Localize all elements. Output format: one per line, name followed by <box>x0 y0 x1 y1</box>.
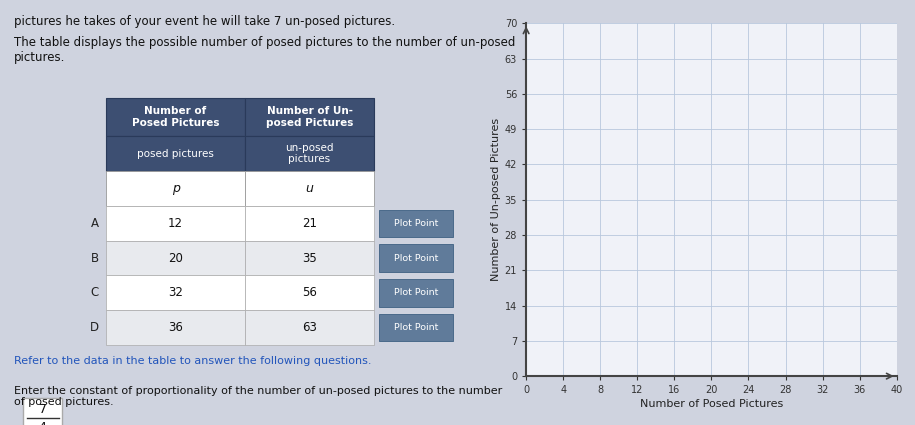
Text: p: p <box>172 182 179 195</box>
Bar <box>245 241 374 275</box>
Bar <box>245 136 374 171</box>
Bar <box>379 314 453 341</box>
Text: 35: 35 <box>302 252 317 264</box>
Text: 63: 63 <box>302 321 317 334</box>
Text: Plot Point: Plot Point <box>393 323 438 332</box>
Text: 12: 12 <box>168 217 183 230</box>
Bar <box>106 275 245 310</box>
Text: Number of Un-
posed Pictures: Number of Un- posed Pictures <box>266 106 353 128</box>
Text: 32: 32 <box>168 286 183 299</box>
Text: posed pictures: posed pictures <box>137 148 214 159</box>
Text: 56: 56 <box>302 286 317 299</box>
Bar <box>379 244 453 272</box>
Bar <box>106 310 245 345</box>
Bar <box>245 98 374 136</box>
Text: Plot Point: Plot Point <box>393 219 438 228</box>
Text: 36: 36 <box>168 321 183 334</box>
Bar <box>106 98 245 136</box>
Bar <box>106 136 245 171</box>
Text: The table displays the possible number of posed pictures to the number of un-pos: The table displays the possible number o… <box>14 36 515 64</box>
Bar <box>106 241 245 275</box>
Bar <box>245 171 374 206</box>
Text: Number of
Posed Pictures: Number of Posed Pictures <box>132 106 220 128</box>
Text: D: D <box>90 321 99 334</box>
X-axis label: Number of Posed Pictures: Number of Posed Pictures <box>640 400 783 409</box>
Bar <box>245 310 374 345</box>
Bar <box>245 275 374 310</box>
Text: Enter the constant of proportionality of the number of un-posed pictures to the : Enter the constant of proportionality of… <box>14 385 502 407</box>
Bar <box>379 210 453 237</box>
Bar <box>106 171 245 206</box>
Bar <box>245 206 374 241</box>
Text: Refer to the data in the table to answer the following questions.: Refer to the data in the table to answer… <box>14 356 371 366</box>
Text: A: A <box>91 217 99 230</box>
Text: Plot Point: Plot Point <box>393 254 438 263</box>
Text: 21: 21 <box>302 217 317 230</box>
Bar <box>379 279 453 306</box>
Text: B: B <box>91 252 99 264</box>
Text: 7: 7 <box>38 403 47 416</box>
Y-axis label: Number of Un-posed Pictures: Number of Un-posed Pictures <box>490 118 501 281</box>
Text: 20: 20 <box>168 252 183 264</box>
Text: Plot Point: Plot Point <box>393 289 438 298</box>
Bar <box>23 398 62 425</box>
Text: un-posed
pictures: un-posed pictures <box>285 143 334 164</box>
Text: 4: 4 <box>38 421 47 425</box>
Bar <box>106 206 245 241</box>
Text: C: C <box>91 286 99 299</box>
Text: u: u <box>306 182 314 195</box>
Text: pictures he takes of your event he will take 7 un-posed pictures.: pictures he takes of your event he will … <box>14 15 395 28</box>
